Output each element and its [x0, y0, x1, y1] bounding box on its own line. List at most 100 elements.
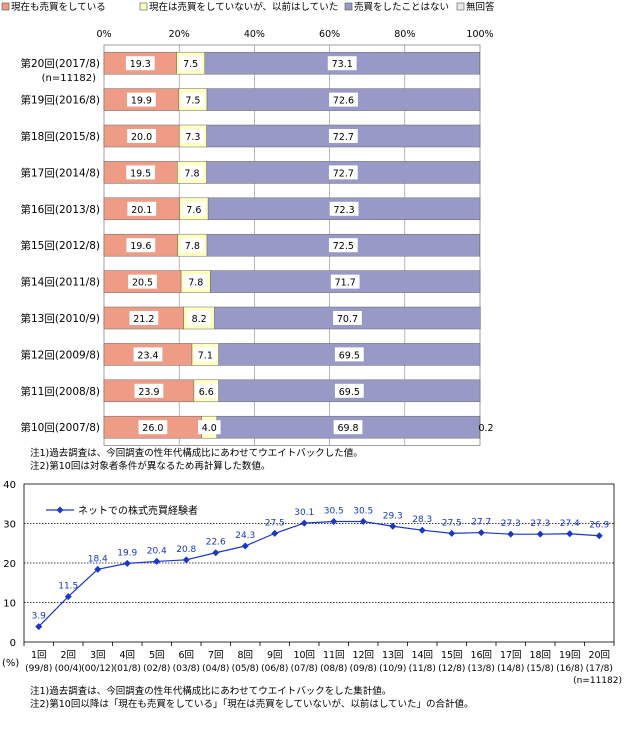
data-point-marker — [536, 530, 544, 538]
series-line — [38, 520, 600, 628]
data-point-marker — [212, 549, 220, 557]
x-tick-sublabel: (00/12) — [81, 664, 114, 674]
data-label-bg — [333, 420, 363, 435]
data-point-marker — [271, 529, 279, 537]
data-point-marker — [123, 559, 131, 567]
data-label: 20.4 — [147, 546, 167, 556]
data-label: 0.2 — [478, 423, 493, 434]
data-label-bg — [127, 92, 156, 107]
legend-label: 現在も売買をしている — [11, 1, 106, 13]
x-tick-label: 16回 — [470, 650, 492, 661]
x-tick-sublabel: (04/8) — [202, 664, 229, 674]
data-label: 21.2 — [133, 314, 154, 325]
data-label: 20.5 — [132, 278, 153, 289]
data-label: 72.7 — [333, 132, 354, 143]
bar-chart-note-2: 注2)第10回は対象者条件が異なるため再計算した数値。 — [30, 461, 271, 472]
data-point-marker — [477, 529, 485, 537]
legend-marker — [56, 506, 64, 514]
data-label: 72.3 — [333, 205, 354, 216]
x-tick-label: 2回 — [60, 650, 76, 661]
bar-segment — [478, 415, 481, 439]
data-label: 11.5 — [58, 582, 78, 592]
data-label: 27.5 — [442, 518, 462, 528]
category-label: 第10回(2007/8) — [21, 421, 101, 434]
data-label-bg — [180, 165, 204, 180]
data-label: 7.8 — [185, 241, 200, 252]
data-label: 7.5 — [185, 96, 200, 107]
x-tick-sublabel: (08/8) — [320, 664, 347, 674]
x-tick-label: 20回 — [588, 650, 610, 661]
data-label-bg — [138, 420, 168, 435]
data-label: 7.6 — [186, 205, 201, 216]
data-label: 19.9 — [131, 96, 152, 107]
x-tick-sublabel: (12/8) — [438, 664, 465, 674]
data-label: 30.5 — [353, 507, 373, 517]
x-tick-label: 15回 — [441, 650, 463, 661]
y-axis-unit: (%) — [2, 658, 19, 669]
data-point-marker — [64, 593, 72, 601]
line-chart: 0 10 20 30 40 1回 (99/8) 2回 (00/4) 3回 (00/12) 4回 (01/… — [2, 480, 622, 686]
data-label-bg — [330, 274, 360, 289]
x-tick-label: 1回 — [31, 650, 47, 661]
y-tick-label: 20 — [3, 559, 16, 570]
data-label: 28.3 — [412, 515, 432, 525]
y-tick-label: 30 — [3, 520, 16, 531]
data-label: 24.3 — [235, 531, 255, 541]
x-tick-label: 10回 — [293, 650, 315, 661]
data-label-bg — [126, 238, 156, 253]
data-label-bg — [334, 383, 364, 398]
data-label-bg — [328, 238, 358, 253]
category-label: 第11回(2008/8) — [21, 385, 101, 398]
x-tick-label: 12回 — [352, 650, 374, 661]
data-label: 7.3 — [185, 132, 200, 143]
data-label: 27.5 — [265, 518, 285, 528]
data-label: 71.7 — [335, 278, 356, 289]
data-point-marker — [595, 532, 603, 540]
x-tick-label: 80% — [394, 29, 415, 40]
x-tick-sublabel: (09/8) — [350, 664, 377, 674]
stacked-bar-chart: 現在も売買をしている 現在は売買をしていないが、以前はしていた 売買をしたことはない… — [1, 1, 495, 446]
data-label-bg — [126, 165, 156, 180]
data-point-marker — [241, 542, 249, 550]
x-tick-label: 13回 — [382, 650, 404, 661]
data-label: 27.7 — [471, 518, 491, 528]
legend-swatch — [139, 2, 148, 11]
data-label: 19.3 — [130, 59, 151, 70]
data-label: 19.5 — [130, 168, 151, 179]
data-label-bg — [187, 311, 211, 325]
data-label: 30.1 — [294, 508, 314, 518]
data-label: 72.6 — [333, 96, 354, 107]
category-label: 第14回(2011/8) — [21, 276, 101, 289]
legend-label: 現在は売買をしていないが、以前はしていた — [149, 1, 338, 13]
data-label-bg — [181, 92, 205, 107]
data-label: 27.3 — [501, 519, 521, 529]
data-point-marker — [153, 557, 161, 565]
data-point-marker — [389, 522, 397, 530]
x-tick-label: 6回 — [178, 650, 194, 661]
x-tick-sublabel: (16/8) — [556, 664, 583, 674]
category-label: 第18回(2015/8) — [21, 130, 101, 143]
data-label-bg — [127, 129, 156, 143]
data-label-bg — [329, 201, 359, 216]
data-point-marker — [35, 623, 43, 631]
data-label: 8.2 — [192, 314, 207, 325]
data-point-marker — [418, 526, 426, 534]
legend-swatch — [344, 2, 353, 11]
category-label: 第12回(2009/8) — [21, 348, 101, 361]
data-label: 69.8 — [337, 423, 358, 434]
category-label: 第13回(2010/9) — [21, 312, 101, 325]
data-label-bg — [134, 383, 164, 398]
legend-label: 売買をしたことはない — [354, 1, 449, 13]
data-label: 26.9 — [589, 521, 609, 531]
x-tick-sublabel: (15/8) — [527, 664, 554, 674]
x-tick-label: 100% — [466, 29, 493, 40]
data-label: 20.0 — [131, 132, 152, 143]
data-label: 4.0 — [202, 423, 217, 434]
data-label-bg — [129, 311, 159, 325]
data-label: 18.4 — [88, 554, 108, 564]
data-label-bg — [327, 56, 357, 71]
data-label: 30.5 — [324, 507, 344, 517]
legend-label: ネットでの株式売買経験者 — [78, 504, 198, 517]
category-label: 第15回(2012/8) — [21, 239, 101, 252]
y-tick-label: 40 — [3, 480, 16, 491]
